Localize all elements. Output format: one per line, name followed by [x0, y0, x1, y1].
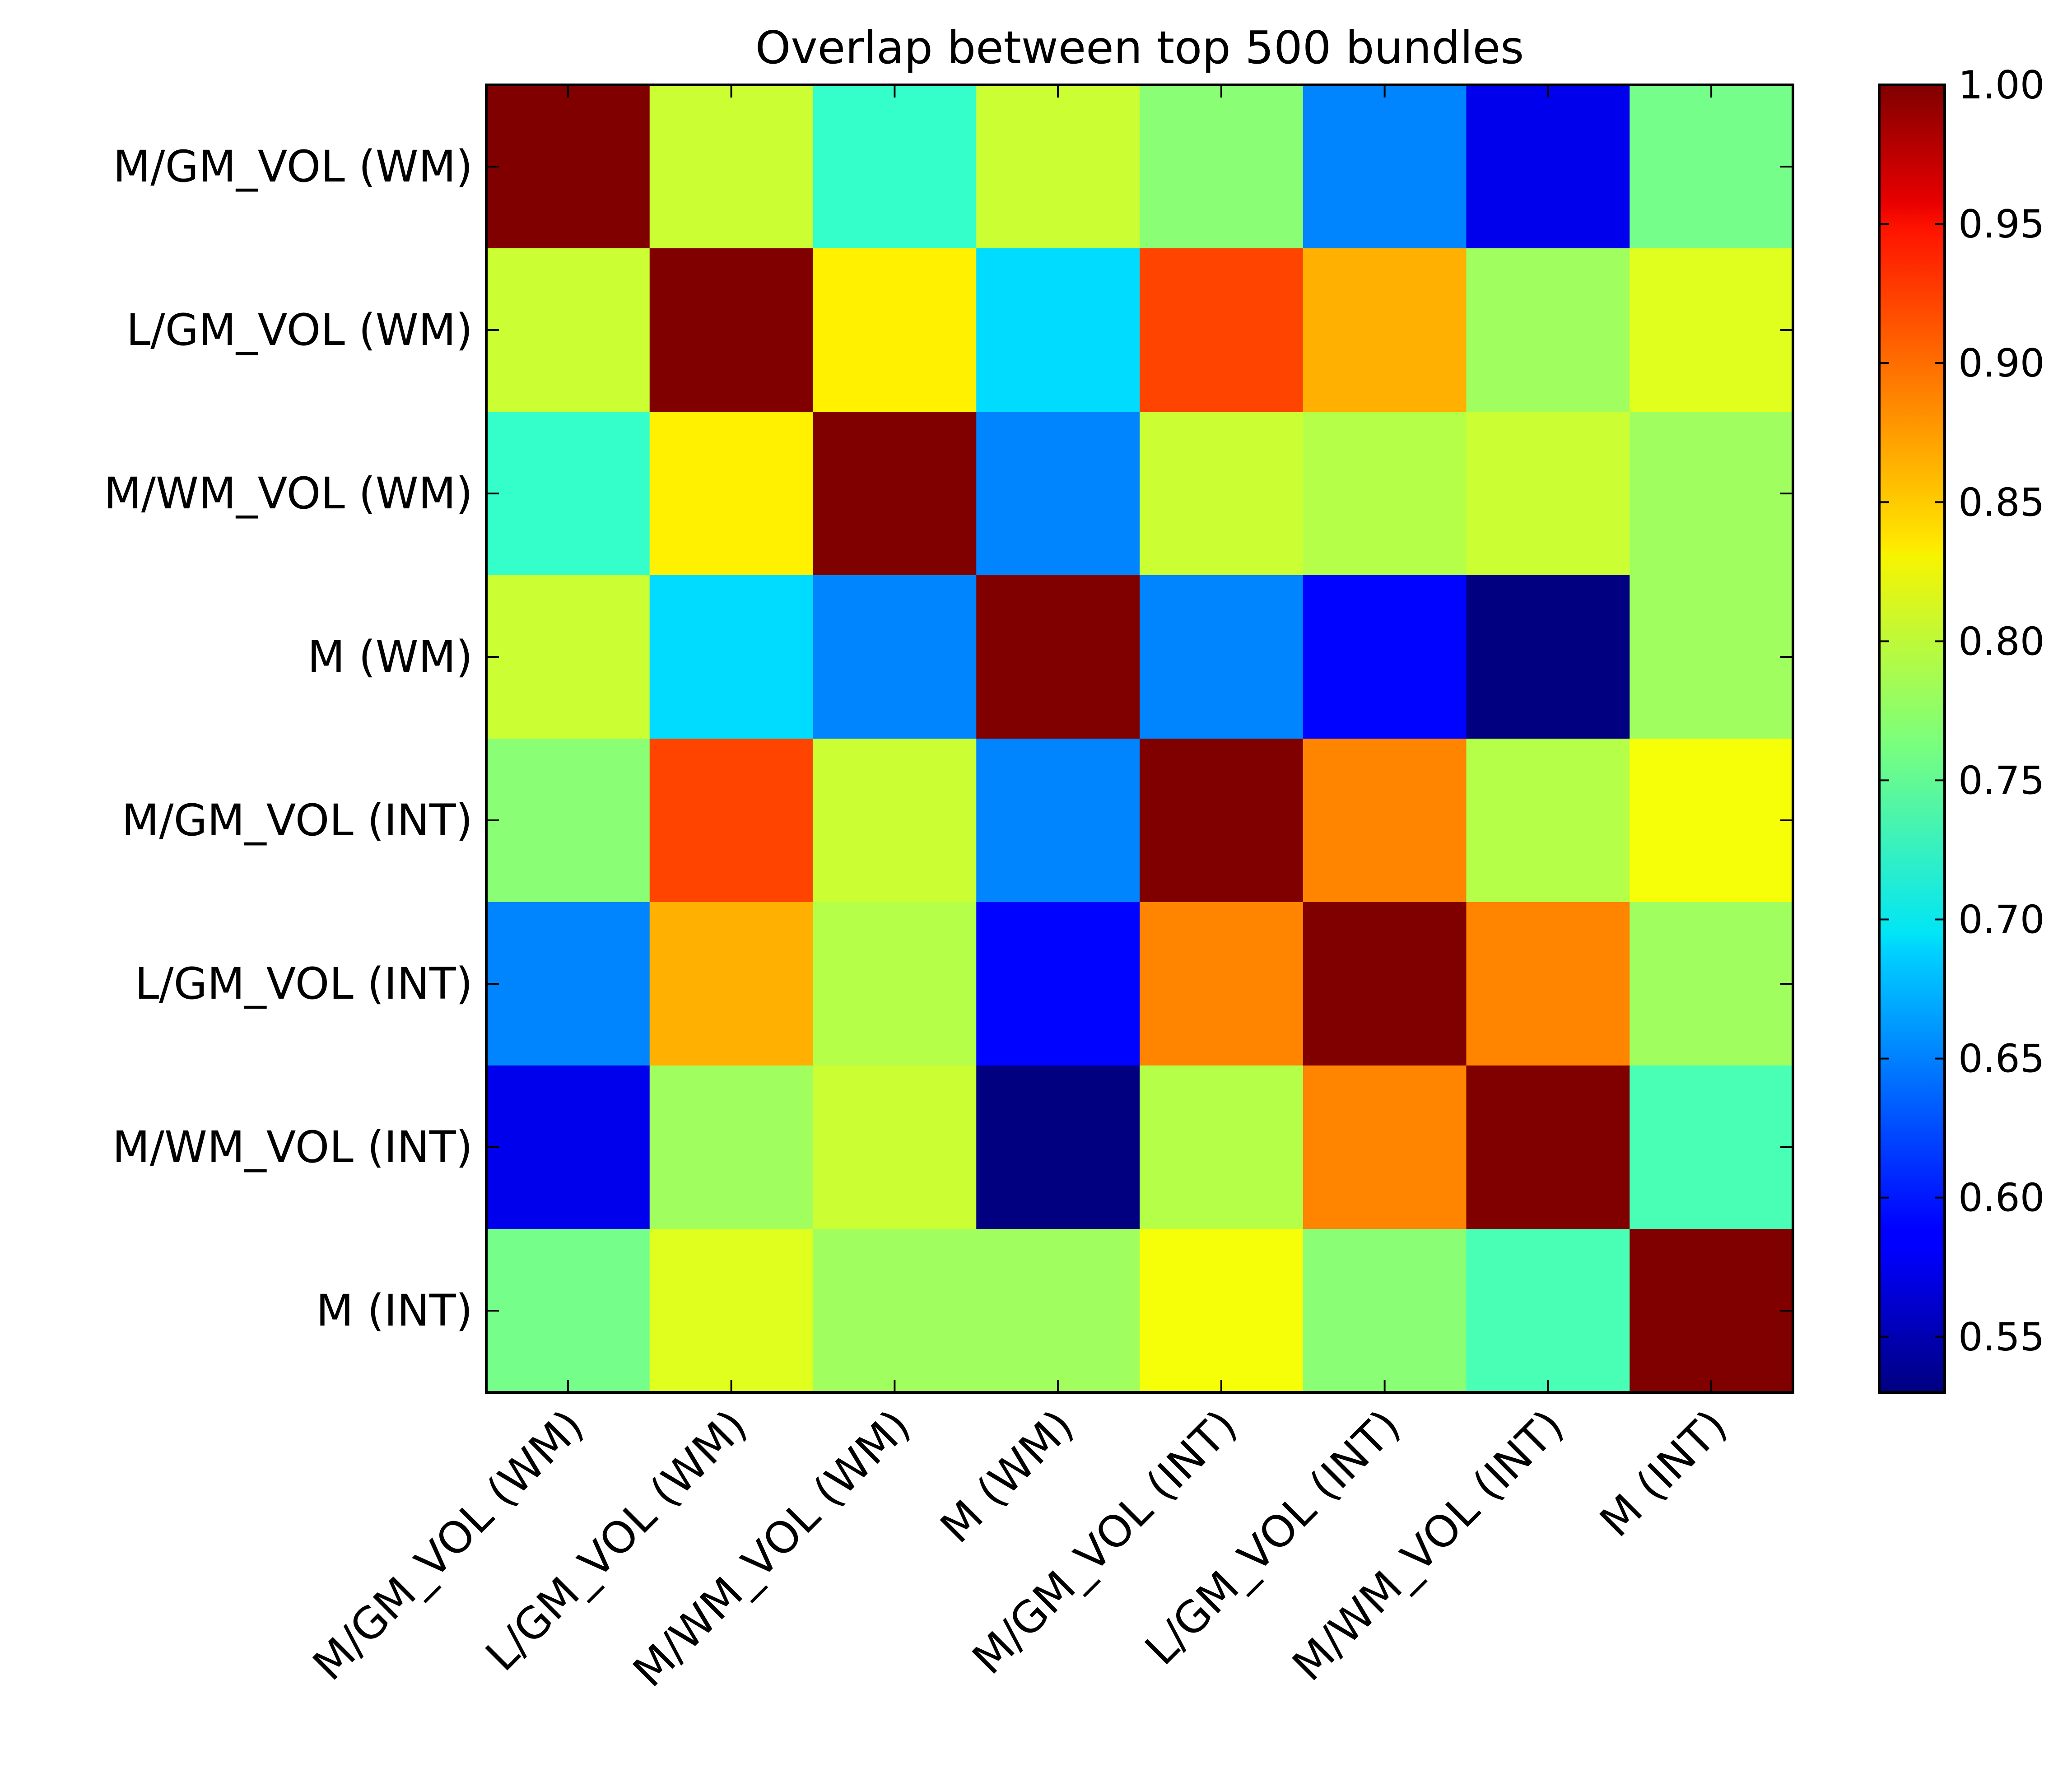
heatmap-cell	[486, 1229, 650, 1393]
heatmap-cell	[1303, 412, 1467, 576]
colorbar-tick-label: 1.00	[1958, 63, 2044, 108]
heatmap-cell	[1466, 85, 1630, 249]
chart-title: Overlap between top 500 bundles	[755, 21, 1524, 74]
heatmap-cell	[1303, 902, 1467, 1066]
heatmap-cell	[486, 902, 650, 1066]
heatmap-cell	[1140, 739, 1304, 903]
heatmap-cell	[813, 85, 977, 249]
heatmap-cell	[1630, 1229, 1793, 1393]
colorbar: 0.55 0.60 0.65 0.70 0.75 0.80 0.85 0.90 0.95 1.00	[1878, 63, 2044, 1394]
heatmap-cell	[649, 575, 813, 739]
heatmap-cell	[976, 575, 1140, 739]
heatmap-cell	[486, 575, 650, 739]
heatmap-cell	[649, 902, 813, 1066]
heatmap-cell	[813, 902, 977, 1066]
heatmap-cell	[649, 739, 813, 903]
colorbar-frame	[1878, 84, 1946, 1394]
heatmap-cell	[1466, 412, 1630, 576]
heatmap-cell	[649, 1065, 813, 1229]
colorbar-gradient	[1879, 85, 1945, 1392]
plot-frame	[485, 84, 1794, 1394]
colorbar-tick-label: 0.80	[1958, 619, 2044, 664]
y-tick-label: M/WM_VOL (INT)	[112, 1122, 473, 1172]
y-tick-label: M (WM)	[307, 632, 473, 682]
y-tick-label: L/GM_VOL (INT)	[135, 958, 473, 1009]
heatmap-cell	[1630, 575, 1793, 739]
heatmap-cell	[1466, 739, 1630, 903]
heatmap-cell	[813, 1065, 977, 1229]
heatmap-cell	[1466, 248, 1630, 412]
heatmap-cell	[1466, 902, 1630, 1066]
heatmap-cell	[486, 1065, 650, 1229]
heatmap-cell	[976, 1065, 1140, 1229]
heatmap-cell	[813, 412, 977, 576]
colorbar-tick-label: 0.95	[1958, 202, 2044, 247]
heatmap-cell	[1630, 1065, 1793, 1229]
heatmap-cell	[1303, 1065, 1467, 1229]
heatmap-cell	[976, 412, 1140, 576]
heatmap-cell	[1140, 1229, 1304, 1393]
axis-ticks	[486, 85, 1793, 1392]
heatmap-cell	[813, 248, 977, 412]
heatmap-cell	[486, 412, 650, 576]
colorbar-tick-label: 0.70	[1958, 898, 2044, 943]
heatmap-cell	[813, 1229, 977, 1393]
y-tick-label: M/GM_VOL (INT)	[121, 795, 473, 846]
heatmap-cell	[1140, 902, 1304, 1066]
heatmap-cell	[1466, 1229, 1630, 1393]
heatmap-cell	[1140, 1065, 1304, 1229]
heatmap-cell	[649, 412, 813, 576]
y-tick-label: L/GM_VOL (WM)	[126, 305, 473, 355]
heatmap-cell	[813, 739, 977, 903]
colorbar-tick-label: 0.90	[1958, 341, 2044, 386]
y-tick-label: M (INT)	[316, 1285, 473, 1336]
heatmap-cell	[1630, 85, 1793, 249]
heatmap-cell	[1303, 575, 1467, 739]
heatmap-cell	[1466, 1065, 1630, 1229]
heatmap-cell	[1466, 575, 1630, 739]
heatmap-cell	[486, 85, 650, 249]
heatmap-cell	[649, 1229, 813, 1393]
heatmap-cell	[486, 248, 650, 412]
heatmap-cell	[1630, 902, 1793, 1066]
colorbar-tick-label: 0.75	[1958, 758, 2044, 803]
heatmap-cell	[976, 739, 1140, 903]
heatmap-cell	[976, 902, 1140, 1066]
colorbar-tick-label: 0.65	[1958, 1037, 2044, 1082]
heatmap-cell	[649, 248, 813, 412]
heatmap-cell	[1630, 412, 1793, 576]
heatmap-cell	[649, 85, 813, 249]
heatmap-cell	[1303, 248, 1467, 412]
heatmap-cell	[1303, 739, 1467, 903]
heatmap-cell	[976, 1229, 1140, 1393]
colorbar-tick-label: 0.60	[1958, 1176, 2044, 1221]
heatmap-cell	[1140, 248, 1304, 412]
heatmap-cell	[1630, 248, 1793, 412]
colorbar-tick-label: 0.85	[1958, 480, 2044, 525]
colorbar-tick-label: 0.55	[1958, 1315, 2044, 1360]
heatmap-cell	[1303, 1229, 1467, 1393]
heatmap-cell	[486, 739, 650, 903]
heatmap-cell	[1140, 85, 1304, 249]
heatmap-cell	[976, 85, 1140, 249]
heatmap-cell	[813, 575, 977, 739]
heatmap-cells	[486, 85, 1793, 1393]
heatmap-cell	[1140, 412, 1304, 576]
heatmap-cell	[1303, 85, 1467, 249]
heatmap-cell	[1630, 739, 1793, 903]
heatmap-cell	[1140, 575, 1304, 739]
y-tick-label: M/GM_VOL (WM)	[113, 141, 473, 192]
heatmap-cell	[976, 248, 1140, 412]
y-tick-label: M/WM_VOL (WM)	[104, 468, 473, 519]
